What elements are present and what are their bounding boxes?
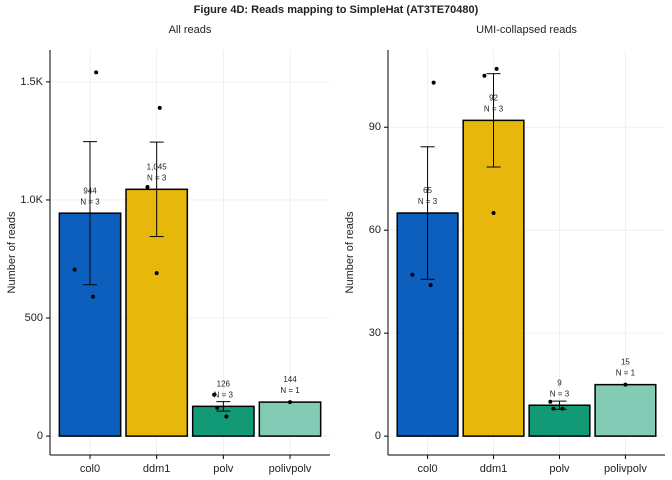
data-point [145,184,150,189]
bar [191,405,255,437]
y-axis-label: Number of reads [6,211,18,293]
n-label: N = 1 [280,386,300,395]
n-label: N = 3 [550,389,570,398]
value-label: 9 [557,378,562,387]
y-tick-label: 1.5K [20,76,43,88]
data-point [623,382,628,387]
data-point [91,294,96,299]
n-label: N = 3 [418,197,438,206]
data-point [482,73,487,78]
bar [594,383,657,437]
y-tick-label: 90 [369,121,381,133]
y-tick-label: 1.0K [20,194,43,206]
data-point [215,405,220,410]
n-label: N = 3 [80,197,100,206]
data-point [288,400,292,405]
x-tick-label: col0 [417,463,437,475]
value-label: 126 [217,379,231,388]
data-point [491,211,496,216]
bar [462,119,525,437]
value-label: 1,045 [147,162,168,171]
data-point [224,414,229,419]
x-tick-label: polv [549,463,570,475]
n-label: N = 1 [616,369,636,378]
panel-subtitle: All reads [169,24,212,36]
x-tick-label: ddm1 [143,463,171,475]
x-tick-label: ddm1 [480,463,508,475]
y-tick-label: 30 [369,327,381,339]
value-label: 144 [283,375,297,384]
data-point [494,66,499,71]
x-tick-label: polv [213,463,234,475]
chart-title: Figure 4D: Reads mapping to SimpleHat (A… [194,4,479,16]
y-tick-label: 60 [369,224,381,236]
x-tick-label: col0 [80,463,100,475]
x-tick-label: polivpolv [604,463,647,475]
data-point [560,406,565,411]
y-tick-label: 0 [37,430,43,442]
panel-subtitle: UMI-collapsed reads [476,24,577,36]
value-label: 944 [83,186,97,195]
data-point [410,272,415,277]
bar [528,404,591,437]
value-label: 15 [621,358,630,367]
n-label: N = 3 [484,104,504,113]
n-label: N = 3 [214,390,234,399]
data-point [548,399,553,404]
data-point [212,392,217,397]
value-label: 65 [423,186,432,195]
y-tick-label: 0 [375,430,381,442]
data-point [94,70,99,75]
y-axis-label: Number of reads [344,211,356,293]
x-tick-label: polivpolv [269,463,312,475]
data-point [428,283,433,288]
data-point [72,267,77,272]
data-point [551,406,556,411]
y-tick-label: 500 [25,312,43,324]
value-label: 92 [489,93,498,102]
n-label: N = 3 [147,173,167,182]
data-point [157,105,162,110]
bar [258,401,322,437]
data-point [154,271,159,276]
data-point [431,80,436,85]
